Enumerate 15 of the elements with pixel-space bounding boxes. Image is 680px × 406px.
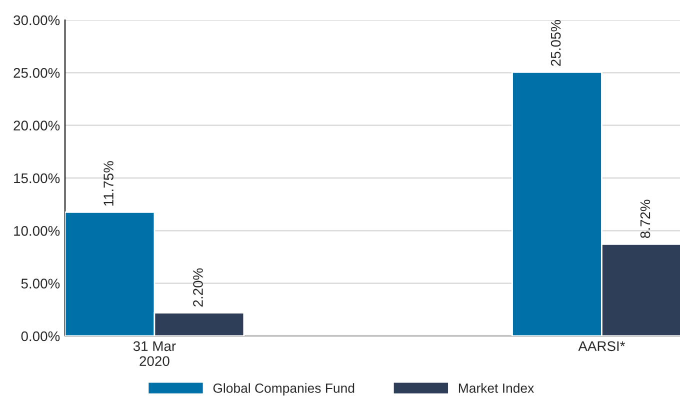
- y-tick-label: 10.00%: [14, 226, 60, 236]
- legend-label: Market Index: [458, 383, 534, 393]
- data-label: 2.20%: [193, 268, 203, 307]
- x-tick-label: 31 Mar 2020: [133, 341, 176, 366]
- y-tick-label: 30.00%: [14, 15, 60, 26]
- y-tick-label: 15.00%: [14, 173, 60, 184]
- data-label: 25.05%: [550, 20, 561, 66]
- y-tick-label: 25.00%: [14, 68, 60, 78]
- x-tick-label: AARSI*: [578, 341, 626, 352]
- y-tick-label: 5.00%: [21, 278, 60, 289]
- data-label: 8.72%: [640, 200, 650, 238]
- legend-label: Global Companies Fund: [213, 383, 354, 396]
- y-tick-label: 0.00%: [21, 331, 60, 342]
- y-tick-label: 20.00%: [14, 120, 60, 131]
- data-label: 11.75%: [104, 161, 114, 206]
